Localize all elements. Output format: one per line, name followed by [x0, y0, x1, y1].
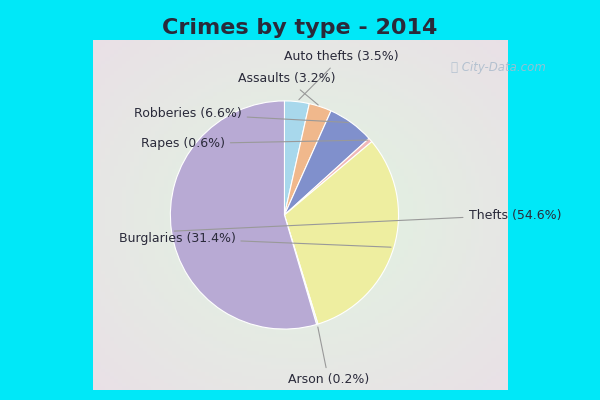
- Text: Auto thefts (3.5%): Auto thefts (3.5%): [284, 50, 399, 100]
- Wedge shape: [284, 104, 331, 215]
- Wedge shape: [284, 101, 310, 215]
- Wedge shape: [284, 215, 318, 324]
- Text: Crimes by type - 2014: Crimes by type - 2014: [163, 18, 437, 38]
- Wedge shape: [170, 101, 317, 329]
- Text: Arson (0.2%): Arson (0.2%): [288, 327, 369, 386]
- Text: Thefts (54.6%): Thefts (54.6%): [175, 208, 561, 231]
- Text: Robberies (6.6%): Robberies (6.6%): [134, 107, 349, 122]
- Wedge shape: [284, 111, 369, 215]
- Text: Rapes (0.6%): Rapes (0.6%): [141, 137, 368, 150]
- Wedge shape: [284, 138, 372, 215]
- Wedge shape: [284, 142, 398, 324]
- Text: Assaults (3.2%): Assaults (3.2%): [238, 72, 336, 105]
- Text: ⓘ City-Data.com: ⓘ City-Data.com: [451, 62, 545, 74]
- Text: Burglaries (31.4%): Burglaries (31.4%): [119, 232, 391, 247]
